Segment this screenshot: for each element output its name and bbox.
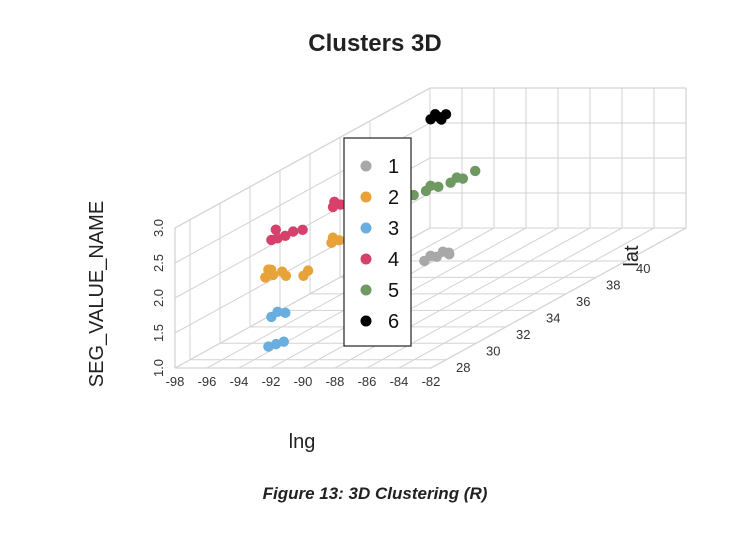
y-tick-label: 36 [576,294,590,309]
data-point-cluster-5 [451,172,462,183]
x-tick-label: -94 [230,374,249,389]
figure-caption: Figure 13: 3D Clustering (R) [262,484,488,503]
points-layer [260,108,481,352]
legend-label-3: 3 [388,218,399,240]
legend-marker-3 [360,222,372,234]
x-tick-label: -84 [390,374,409,389]
legend-label-4: 4 [388,249,399,271]
x-axis-title: lng [289,431,316,453]
legend-label-1: 1 [388,156,399,178]
x-tick-label: -82 [422,374,441,389]
x-tick-label: -88 [326,374,345,389]
x-tick-label: -92 [262,374,281,389]
data-point-cluster-2 [327,232,339,243]
data-point-cluster-2 [263,264,274,275]
frame-edge [174,87,431,229]
legend-items: 1 2 3 4 5 6 [360,156,399,333]
data-point-cluster-5 [433,181,444,193]
y-tick-label: 28 [456,360,470,375]
z-tick-label: 1.0 [151,359,166,377]
legend-marker-5 [360,284,372,296]
data-point-cluster-6 [436,114,447,125]
legend-marker-6 [360,315,372,327]
legend-marker-1 [360,160,372,172]
z-tick-label: 2.5 [151,254,166,272]
y-tick-label: 38 [606,277,620,292]
z-axis-title: SEG_VALUE_NAME [86,201,108,387]
x-tick-label: -96 [198,374,217,389]
floor-grid-line [302,227,559,369]
x-tick-label: -90 [294,374,313,389]
legend: 1 2 3 4 5 6 [343,137,412,347]
x-tick-label: -98 [166,374,185,389]
data-point-cluster-5 [470,165,481,177]
y-tick-label: 40 [636,261,650,276]
data-point-cluster-3 [278,336,289,347]
data-point-cluster-5 [425,180,436,191]
data-point-cluster-4 [270,224,281,235]
legend-label-6: 6 [388,311,399,333]
floor-grid-line [398,227,655,369]
data-point-cluster-3 [272,306,283,317]
data-point-cluster-2 [302,265,314,276]
y-tick-label: 30 [486,343,500,358]
z-tick-label: 1.5 [151,324,166,342]
data-point-cluster-3 [280,307,291,319]
frame-edge [430,227,687,369]
chart-title: Clusters 3D [308,30,442,57]
data-point-cluster-4 [280,230,291,242]
x-tick-label: -86 [358,374,377,389]
z-tick-label: 2.0 [151,289,166,307]
data-point-cluster-1 [425,250,436,261]
floor-grid-line [206,227,463,369]
y-axis-title: lat [621,245,643,267]
ticks-layer: -98 -96 -94 -92 -90 -88 -86 -84 -822830323436384… [151,219,650,389]
y-tick-label: 34 [546,310,560,325]
legend-marker-2 [360,191,372,203]
z-tick-label: 3.0 [151,219,166,237]
legend-box [343,137,412,347]
legend-label-2: 2 [388,187,399,209]
grid-layer [174,87,687,369]
legend-marker-4 [360,253,372,265]
data-point-cluster-2 [280,270,292,281]
legend-label-5: 5 [388,280,399,302]
data-point-cluster-4 [329,196,340,208]
y-tick-label: 32 [516,327,530,342]
data-point-cluster-4 [288,226,299,237]
data-point-cluster-1 [437,246,449,257]
data-point-cluster-4 [297,224,308,236]
